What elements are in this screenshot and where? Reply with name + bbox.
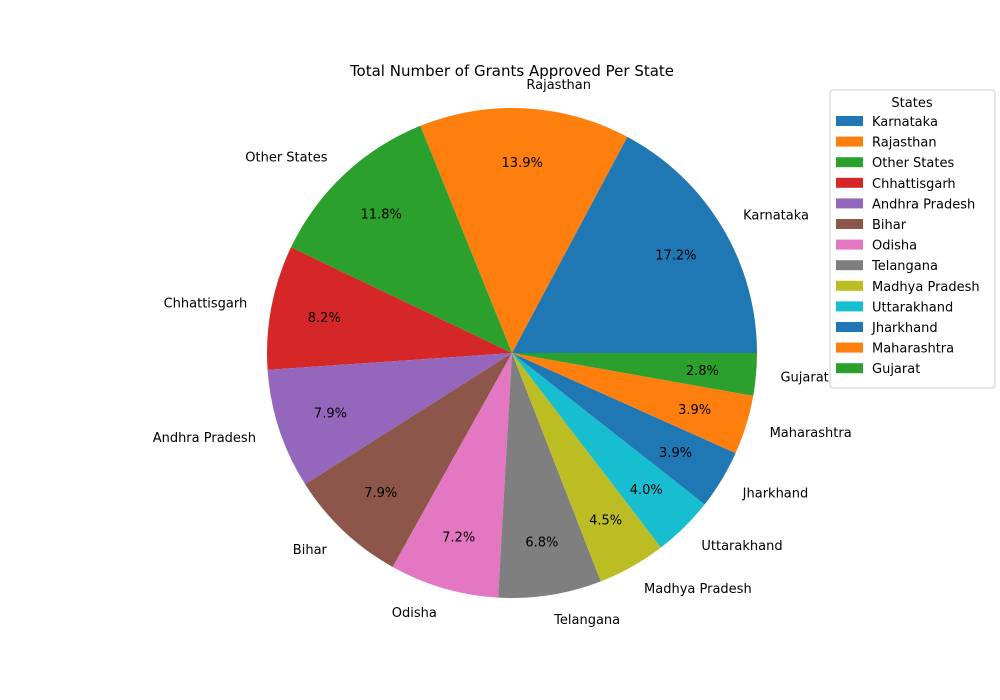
pct-label: 4.0%	[630, 483, 663, 498]
legend-swatch	[836, 239, 863, 250]
pct-label: 13.9%	[502, 156, 543, 171]
legend-label: Jharkhand	[871, 321, 938, 336]
legend-label: Bihar	[872, 218, 907, 233]
slice-label: Karnataka	[743, 208, 809, 223]
pie-slice-other-states	[290, 125, 512, 353]
pie-slice-bihar	[305, 353, 512, 567]
pct-label: 17.2%	[655, 249, 696, 264]
legend-swatch	[836, 260, 863, 271]
slice-label: Madhya Pradesh	[644, 582, 752, 597]
legend-swatch	[836, 157, 863, 168]
legend-title: States	[891, 96, 932, 111]
slice-label: Uttarakhand	[701, 539, 782, 554]
legend-swatch	[836, 198, 863, 209]
legend-label: Gujarat	[872, 362, 920, 377]
pie-slice-jharkhand	[512, 353, 736, 505]
pie-slice-karnataka	[512, 136, 757, 353]
slice-label: Gujarat	[780, 371, 828, 386]
pie-slices	[266, 108, 757, 598]
legend-swatch	[836, 136, 863, 147]
legend-label: Madhya Pradesh	[872, 280, 980, 295]
slice-labels: 17.2% Karnataka 13.9% Rajasthan 11.8% Other S…	[153, 78, 852, 628]
slice-label: Bihar	[293, 543, 328, 558]
slice-label: Telangana	[553, 613, 620, 628]
legend-swatch	[836, 342, 863, 353]
legend-swatch	[836, 280, 863, 291]
pie-slice-telangana	[498, 353, 601, 598]
pct-label: 3.9%	[678, 403, 711, 418]
slice-label: Jharkhand	[742, 486, 809, 501]
pie-slice-gujarat	[512, 353, 757, 396]
pct-label: 4.5%	[589, 514, 622, 529]
legend-swatch	[836, 116, 863, 126]
legend-swatch	[836, 219, 863, 229]
legend: States Karnataka Rajasthan Other States Chh…	[829, 89, 996, 389]
pct-label: 7.2%	[442, 531, 475, 546]
pct-label: 11.8%	[361, 208, 402, 223]
legend-swatch	[836, 322, 863, 332]
legend-label: Chhattisgarh	[872, 177, 956, 192]
pct-label: 2.8%	[686, 364, 719, 379]
legend-label: Odisha	[872, 239, 917, 254]
legend-swatch	[836, 363, 863, 374]
pct-label: 3.9%	[659, 446, 692, 461]
pie-slice-chhattisgarh	[266, 247, 512, 370]
pie-slice-andhra-pradesh	[267, 353, 512, 485]
pie-slice-odisha	[392, 353, 512, 598]
legend-label: Karnataka	[872, 115, 938, 130]
pie-slice-rajasthan	[420, 108, 628, 353]
legend-label: Other States	[872, 156, 954, 171]
legend-label: Telangana	[871, 259, 938, 274]
slice-label: Chhattisgarh	[164, 297, 248, 312]
pie-slice-madhya-pradesh	[512, 353, 661, 582]
pie-slice-uttarakhand	[512, 353, 705, 548]
legend-swatch	[836, 301, 863, 312]
legend-swatch	[836, 177, 863, 188]
slice-label: Andhra Pradesh	[153, 431, 256, 446]
slice-label: Maharashtra	[770, 426, 852, 441]
legend-label: Rajasthan	[872, 136, 937, 151]
slice-label: Odisha	[392, 606, 437, 621]
legend-label: Maharashtra	[872, 342, 954, 357]
slice-label: Rajasthan	[526, 78, 591, 93]
legend-box	[829, 89, 996, 389]
pct-label: 7.9%	[364, 486, 397, 501]
pct-label: 7.9%	[314, 407, 347, 422]
pie-slice-maharashtra	[512, 353, 754, 454]
legend-label: Uttarakhand	[872, 300, 953, 315]
legend-label: Andhra Pradesh	[872, 197, 975, 212]
pct-label: 6.8%	[525, 536, 558, 551]
chart-title: Total Number of Grants Approved Per Stat…	[349, 62, 674, 80]
legend-items: Karnataka Rajasthan Other States Chhattisga…	[836, 115, 980, 377]
pct-label: 8.2%	[308, 311, 341, 326]
slice-label: Other States	[245, 151, 327, 166]
